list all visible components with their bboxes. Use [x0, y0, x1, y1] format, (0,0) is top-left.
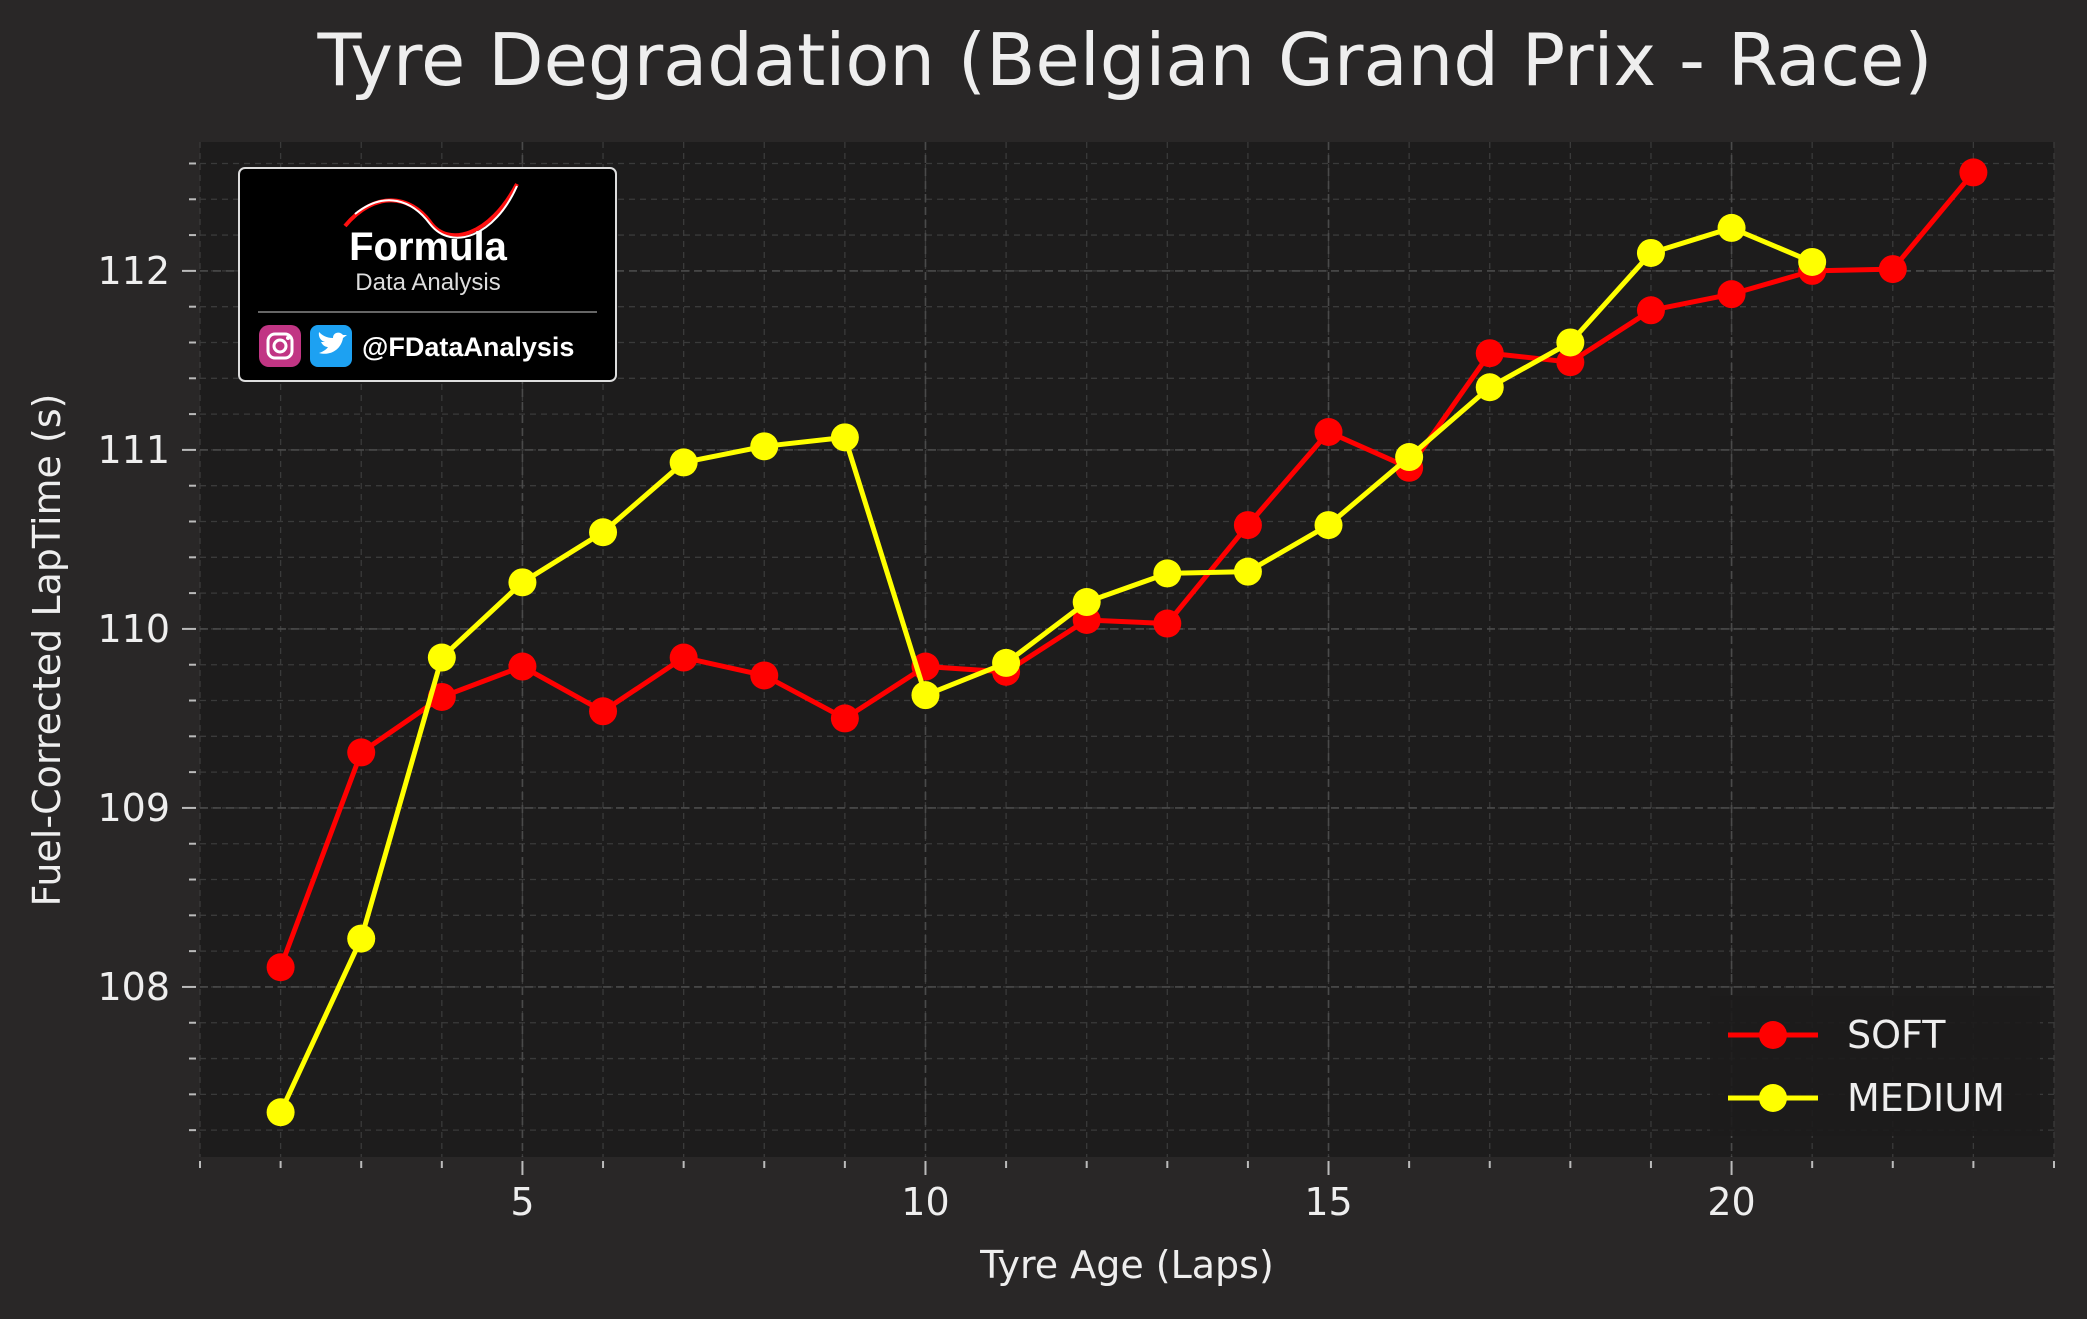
data-point-medium — [427, 643, 456, 672]
y-tick-label: 108 — [97, 965, 170, 1009]
data-point-soft — [1878, 255, 1907, 284]
data-point-medium — [266, 1098, 295, 1127]
data-point-soft — [750, 661, 779, 690]
data-point-medium — [669, 448, 698, 477]
data-point-soft — [347, 738, 376, 767]
data-point-medium — [1153, 559, 1182, 588]
logo-box: Formula Data Analysis @FDataAnalysis — [238, 167, 617, 382]
series-line-medium — [278, 225, 1814, 1114]
legend-marker-soft — [1759, 1021, 1787, 1049]
legend-item-medium: MEDIUM — [1728, 1076, 2005, 1120]
data-point-medium — [589, 518, 618, 547]
x-tick-label: 5 — [510, 1180, 534, 1224]
x-tick-label: 20 — [1707, 1180, 1755, 1224]
data-point-soft — [669, 643, 698, 672]
y-tick-label: 109 — [97, 786, 170, 830]
data-point-soft — [1153, 609, 1182, 638]
data-point-medium — [992, 648, 1021, 677]
data-point-medium — [1636, 238, 1665, 267]
data-point-medium — [1556, 328, 1585, 357]
legend: SOFT MEDIUM — [1710, 996, 2040, 1136]
series-line-soft — [278, 170, 1976, 969]
data-point-soft — [1475, 339, 1504, 368]
data-point-soft — [1233, 511, 1262, 540]
x-tick-label: 10 — [901, 1180, 949, 1224]
axes: 5 10 15 20 108 109 110 111 112 — [97, 162, 2055, 1224]
data-point-soft — [266, 953, 295, 982]
data-point-medium — [508, 568, 537, 597]
logo-swoosh-white-icon — [354, 185, 518, 239]
logo-brand: Formula — [349, 225, 508, 269]
data-point-medium — [1717, 213, 1746, 242]
y-tick-label: 112 — [97, 249, 170, 293]
logo-handle: @FDataAnalysis — [362, 332, 574, 362]
data-point-medium — [1475, 373, 1504, 402]
data-point-soft — [508, 652, 537, 681]
logo-subtitle: Data Analysis — [355, 269, 500, 296]
data-point-soft — [830, 704, 859, 733]
data-point-soft — [1636, 296, 1665, 325]
data-point-soft — [1314, 418, 1343, 446]
twitter-icon — [310, 325, 352, 367]
data-point-soft — [1717, 280, 1746, 309]
legend-label-soft: SOFT — [1847, 1013, 1946, 1057]
major-grid — [200, 142, 2054, 1157]
data-point-medium — [1395, 443, 1424, 472]
data-point-medium — [750, 432, 779, 461]
data-point-medium — [1072, 588, 1101, 617]
x-axis-label: Tyre Age (Laps) — [979, 1243, 1274, 1287]
legend-item-soft: SOFT — [1728, 1013, 1946, 1057]
y-tick-label: 111 — [97, 428, 170, 472]
data-point-medium — [1314, 511, 1343, 540]
y-tick-label: 110 — [97, 607, 170, 651]
data-point-soft — [1959, 158, 1988, 187]
data-point-medium — [911, 681, 940, 710]
y-axis-label: Fuel-Corrected LapTime (s) — [25, 394, 69, 907]
data-point-soft — [1556, 348, 1585, 377]
chart-title: Tyre Degradation (Belgian Grand Prix - R… — [317, 18, 1933, 102]
instagram-icon — [259, 325, 301, 367]
data-point-medium — [1798, 247, 1827, 276]
legend-label-medium: MEDIUM — [1847, 1076, 2005, 1120]
series-layer — [266, 158, 1988, 1127]
legend-marker-medium — [1759, 1084, 1787, 1112]
x-tick-label: 15 — [1304, 1180, 1352, 1224]
data-point-medium — [830, 423, 859, 452]
data-point-medium — [347, 924, 376, 953]
data-point-soft — [589, 697, 618, 726]
data-point-medium — [1233, 557, 1262, 586]
